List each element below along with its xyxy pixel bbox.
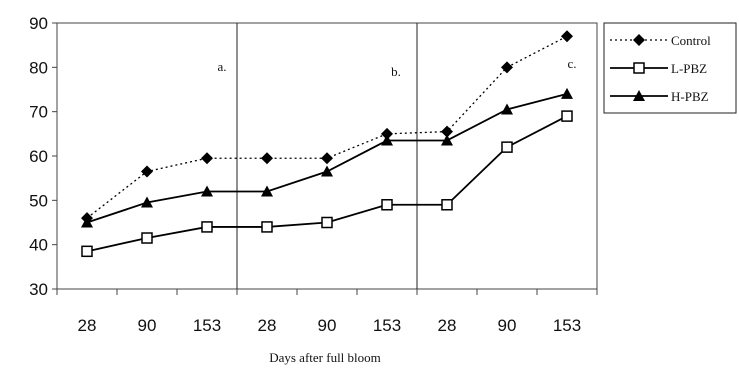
x-tick-label: 90 <box>138 316 157 335</box>
data-point <box>81 245 93 258</box>
x-tick-label: 90 <box>318 316 337 335</box>
panel-annotation: a. <box>217 59 226 74</box>
data-point <box>561 87 573 99</box>
data-point <box>141 232 153 244</box>
legend-marker <box>633 62 645 74</box>
y-axis: 30 40 50 60 70 80 90 <box>29 14 57 299</box>
x-axis-label: Days after full bloom <box>269 350 381 365</box>
data-point <box>501 141 513 153</box>
data-point <box>201 185 213 197</box>
data-point <box>561 30 573 43</box>
series-l-pbz <box>81 110 573 258</box>
series-control <box>81 30 573 225</box>
data-point <box>261 185 273 197</box>
series-line <box>86 35 568 219</box>
panel-annotation: c. <box>567 56 576 71</box>
data-point <box>321 216 333 229</box>
x-tick-label: 28 <box>438 316 457 335</box>
data-point <box>501 103 513 115</box>
x-tick-label: 28 <box>258 316 277 335</box>
x-tick-label: 153 <box>373 316 401 335</box>
data-point <box>381 134 393 146</box>
x-axis: 28 90 153 28 90 153 28 90 153 <box>56 289 598 335</box>
legend-label: Control <box>671 33 711 48</box>
x-tick-label: 153 <box>553 316 581 335</box>
y-tick-label: 50 <box>29 191 48 210</box>
panel-annotations: a. b. c. <box>217 56 576 79</box>
data-point <box>201 221 213 233</box>
x-tick-label: 90 <box>498 316 517 335</box>
data-point <box>381 127 393 140</box>
legend-marker <box>633 90 645 101</box>
y-tick-label: 40 <box>29 236 48 255</box>
panel-dividers <box>236 23 418 289</box>
series-h-pbz <box>81 87 573 228</box>
data-point <box>381 199 393 211</box>
data-point <box>561 110 573 122</box>
data-point <box>261 221 273 233</box>
data-point <box>441 199 453 211</box>
data-point <box>501 61 513 74</box>
data-point <box>441 125 453 138</box>
data-point <box>261 152 273 165</box>
data-point <box>321 165 333 177</box>
data-point <box>81 216 93 228</box>
legend: Control L-PBZ H-PBZ <box>603 22 737 114</box>
legend-label: H-PBZ <box>671 89 709 104</box>
legend-label: L-PBZ <box>671 61 707 76</box>
x-tick-label: 28 <box>78 316 97 335</box>
data-point <box>321 152 333 165</box>
series-layer <box>81 30 573 258</box>
y-tick-label: 60 <box>29 147 48 166</box>
y-tick-label: 70 <box>29 103 48 122</box>
y-tick-label: 90 <box>29 14 48 33</box>
data-point <box>201 152 213 165</box>
data-point <box>441 134 453 146</box>
y-tick-label: 80 <box>29 58 48 77</box>
legend-marker <box>633 34 645 46</box>
y-tick-label: 30 <box>29 280 48 299</box>
x-tick-label: 153 <box>193 316 221 335</box>
panel-annotation: b. <box>391 64 401 79</box>
data-point <box>141 165 153 178</box>
data-point <box>141 196 153 208</box>
